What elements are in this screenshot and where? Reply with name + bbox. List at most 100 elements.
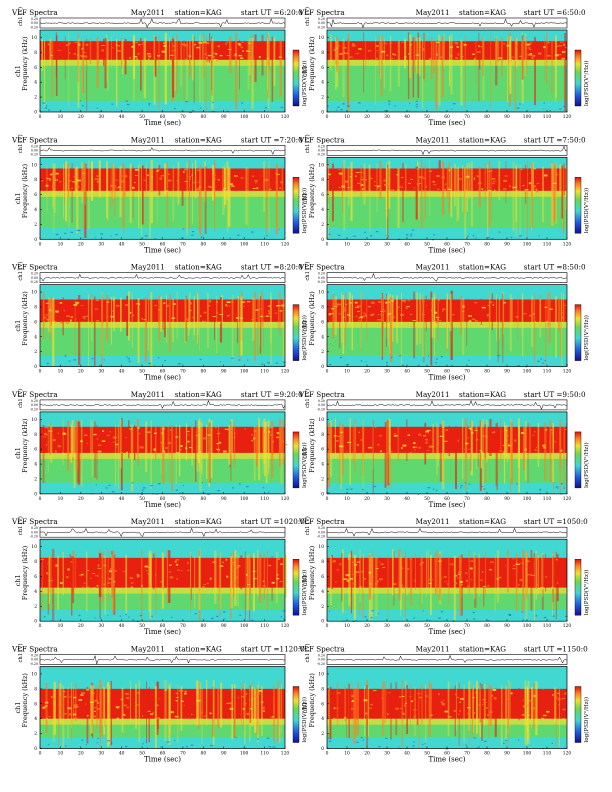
spectrogram-speck <box>96 742 98 744</box>
spectrogram-speckle <box>239 317 244 319</box>
spectrogram-streak <box>490 32 492 109</box>
spectrogram-speckle <box>557 55 559 57</box>
spectrogram-streak <box>150 420 152 489</box>
spectrogram-speckle <box>529 314 532 317</box>
spectrogram-streak <box>267 38 268 91</box>
spectrogram-streak <box>387 164 389 240</box>
spectrogram-speckle <box>399 186 403 188</box>
spectrogram-speckle <box>71 187 73 189</box>
spectrogram-speckle <box>426 429 431 432</box>
y-tick-label: 10 <box>31 291 37 296</box>
spectrogram-speckle <box>408 52 411 55</box>
waveform-tick: 0.00 <box>318 149 325 153</box>
spectrogram-streak <box>113 164 116 217</box>
spectrogram-streak <box>495 294 497 342</box>
spectrogram-streak <box>230 421 232 482</box>
spectrogram-streak <box>148 687 150 743</box>
spectrogram-speckle <box>428 578 433 581</box>
spectrogram-speck <box>483 488 486 490</box>
spectrogram-speckle <box>404 56 407 59</box>
spectrogram-speckle <box>64 187 66 189</box>
spectrogram-speckle <box>229 183 233 186</box>
spectrogram-streak <box>87 294 90 367</box>
spectrogram-streak <box>357 682 359 736</box>
spectrogram-streak <box>456 167 459 222</box>
spectrogram-speck <box>360 360 363 362</box>
spectrogram-speckle <box>194 43 196 46</box>
spectrogram-speckle <box>444 710 449 713</box>
spectrogram-streak <box>96 685 98 729</box>
spectrogram-streak <box>234 550 237 606</box>
spectrogram-speck <box>76 229 79 231</box>
x-tick-label: 10 <box>344 115 350 120</box>
spectrogram-speck <box>440 356 443 358</box>
x-tick-label: 100 <box>240 242 249 247</box>
spectrogram-speckle <box>397 189 400 191</box>
spectrogram-streak <box>168 683 171 734</box>
waveform-tick: 0.20 <box>318 399 325 403</box>
spectrogram-speckle <box>126 706 129 709</box>
spectrogram-speckle <box>215 301 218 303</box>
spectrogram-speck <box>177 363 180 365</box>
spectrogram-speckle <box>163 450 166 453</box>
spectrogram-streak <box>268 39 270 71</box>
spectrogram-speckle <box>429 170 433 173</box>
spectrogram-speckle <box>524 448 527 451</box>
spectrogram-streak <box>495 36 498 66</box>
spectrogram-speckle <box>349 176 352 178</box>
spectrogram-speckle <box>507 435 509 436</box>
waveform-tick: 0.00 <box>318 658 325 662</box>
spectrogram-streak <box>507 683 509 746</box>
spectrogram-streak <box>559 424 562 468</box>
spectrogram-speck <box>199 358 202 361</box>
spectrogram-speckle <box>535 447 538 448</box>
spectrogram-speck <box>371 610 374 612</box>
spectrogram-streak <box>506 549 509 593</box>
y-tick-label: 0 <box>34 365 37 370</box>
spectrogram-speckle <box>371 313 375 315</box>
x-tick-label: 10 <box>344 752 350 757</box>
y-tick-label: 4 <box>34 81 37 86</box>
spectrogram-speck <box>95 236 97 238</box>
spectrogram-speckle <box>89 701 94 703</box>
spectrogram-speckle <box>468 448 470 450</box>
spectrogram-speckle <box>552 182 557 184</box>
spectrogram-streak <box>491 293 493 330</box>
spectrogram-streak <box>405 552 406 619</box>
spectrogram-speckle <box>224 175 229 177</box>
spectrogram-speckle <box>51 185 55 188</box>
spectrogram-streak <box>131 292 133 348</box>
spectrogram-speckle <box>274 312 278 314</box>
spectrogram-streak <box>336 37 338 72</box>
spectrogram-streak <box>208 418 210 487</box>
x-tick-label: 10 <box>58 497 64 502</box>
spectrogram-streak <box>202 33 205 78</box>
spectrogram-speckle <box>425 430 429 433</box>
panel-start-time: start UT =1150:0 <box>524 645 588 654</box>
spectrogram-streak <box>360 290 362 351</box>
spectrogram-streak <box>90 419 92 460</box>
spectrogram-speckle <box>195 188 200 191</box>
spectrogram-streak <box>415 166 418 220</box>
spectrogram-streak <box>73 426 76 488</box>
x-tick-label: 50 <box>139 752 145 757</box>
spectrogram-speckle <box>110 316 114 318</box>
spectrogram-streak <box>541 554 544 610</box>
spectrogram-streak <box>389 35 392 91</box>
spectrogram-streak <box>343 159 346 231</box>
spectrogram-streak <box>96 424 98 480</box>
spectrogram-streak <box>199 682 202 724</box>
x-tick-label: 0 <box>326 497 329 502</box>
spectrogram-streak <box>432 40 435 74</box>
spectrogram-streak <box>525 36 528 75</box>
spectrogram-speckle <box>204 715 206 717</box>
spectrogram-yellow-region <box>327 55 567 66</box>
waveform-trace <box>39 273 286 282</box>
spectrogram-streak <box>249 686 251 742</box>
spectrogram-speckle <box>509 185 511 188</box>
spectrogram-streak <box>205 36 207 111</box>
spectrogram-speckle <box>357 182 361 184</box>
spectrogram-speck <box>563 487 565 489</box>
spectrogram-speck <box>94 617 96 619</box>
spectrogram-speckle <box>546 321 548 323</box>
